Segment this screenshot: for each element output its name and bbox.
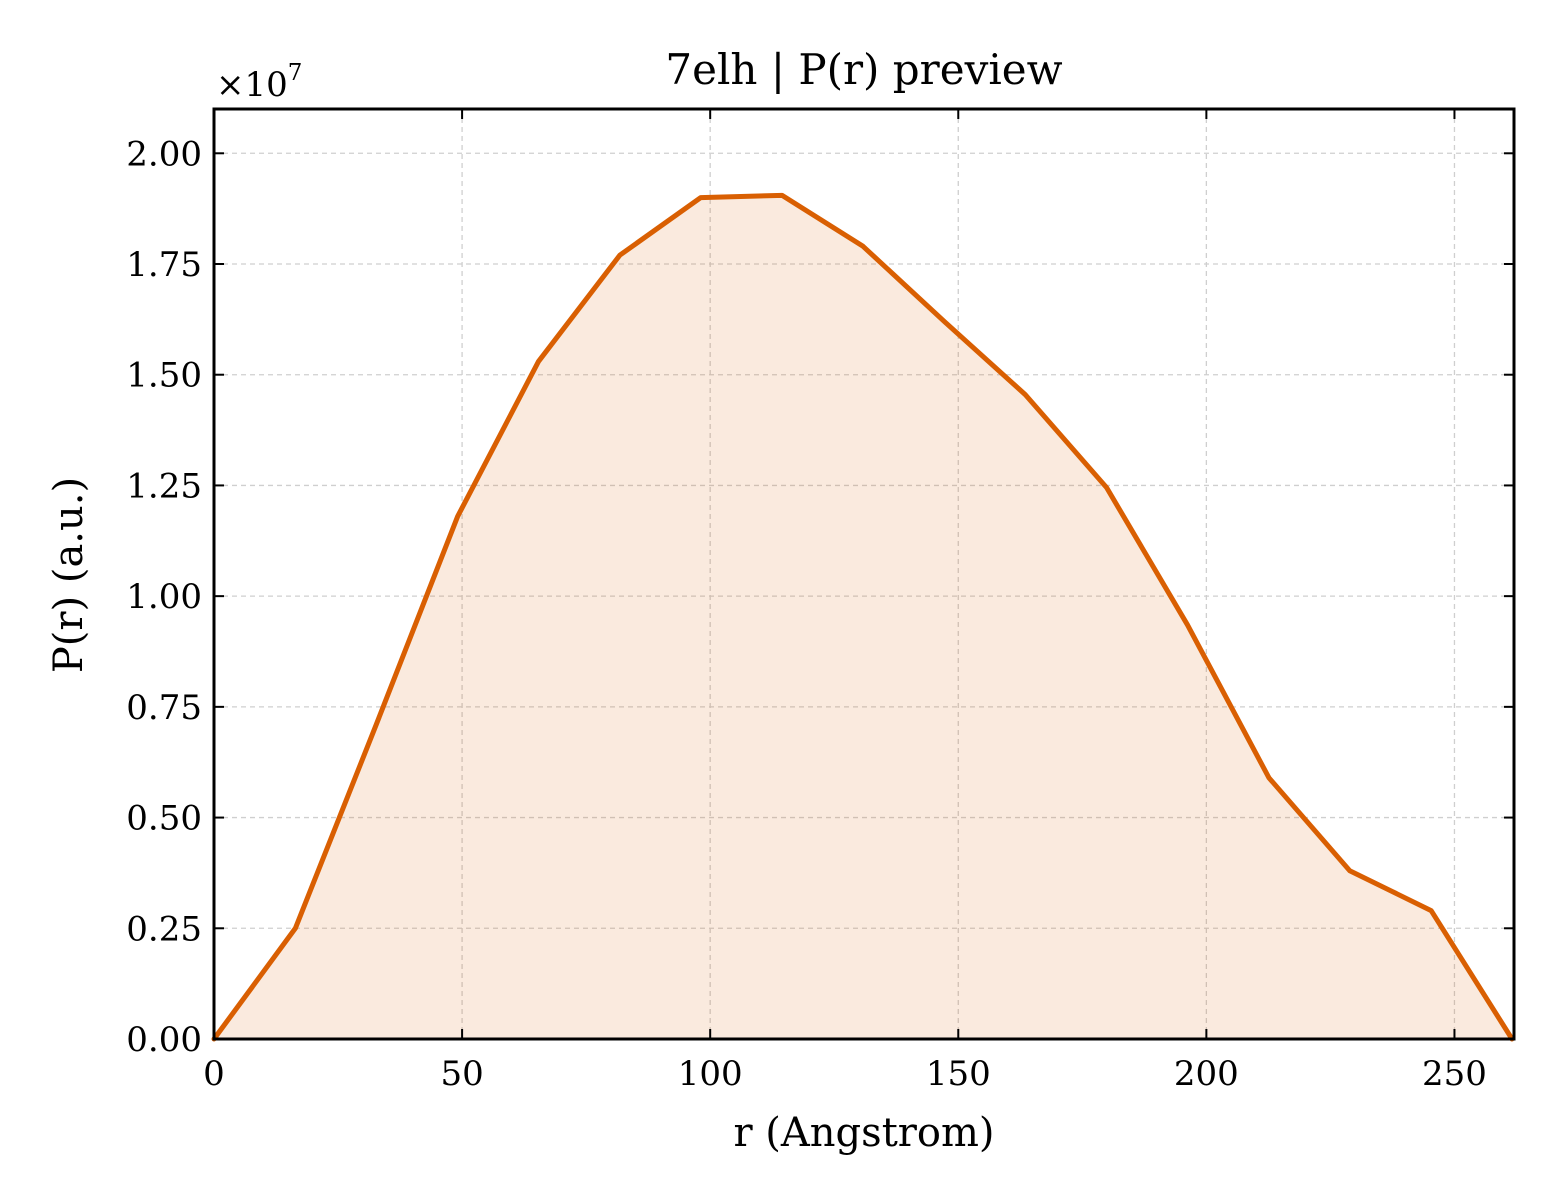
y-tick-label: 1.75 <box>126 245 202 285</box>
y-tick-label: 0.00 <box>126 1020 202 1060</box>
y-multiplier-base: ×10 <box>216 65 288 105</box>
plot-frame <box>212 107 1516 1041</box>
series-layer <box>211 192 1515 1042</box>
y-axis-label: P(r) (a.u.) <box>46 477 92 673</box>
y-tick-label: 0.25 <box>126 909 202 949</box>
x-tick-label: 0 <box>203 1054 225 1094</box>
y-tick-label: 1.50 <box>126 356 202 396</box>
x-tick-label: 100 <box>678 1054 743 1094</box>
y-tick-label: 0.75 <box>126 688 202 728</box>
y-multiplier-exponent: 7 <box>288 60 303 86</box>
y-tick-label: 1.00 <box>126 577 202 617</box>
x-tick-label: 50 <box>440 1054 483 1094</box>
x-tick-label: 150 <box>926 1054 991 1094</box>
y-tick-label: 2.00 <box>126 134 202 174</box>
series-area-fill <box>214 195 1513 1039</box>
x-tick-label: 200 <box>1174 1054 1239 1094</box>
y-tick-label: 0.50 <box>126 799 202 839</box>
x-tick-label: 250 <box>1422 1054 1487 1094</box>
series-line <box>211 192 1515 1042</box>
y-axis-multiplier: ×107 <box>216 60 302 105</box>
y-tick-label: 1.25 <box>126 466 202 506</box>
chart-title: 7elh | P(r) preview <box>665 45 1062 94</box>
x-axis-label: r (Angstrom) <box>733 1110 994 1156</box>
axis-ticks: 0 50 100 150 200 250 0.00 0.25 0.50 0.75 1.00 1.25 1… <box>126 109 1514 1094</box>
